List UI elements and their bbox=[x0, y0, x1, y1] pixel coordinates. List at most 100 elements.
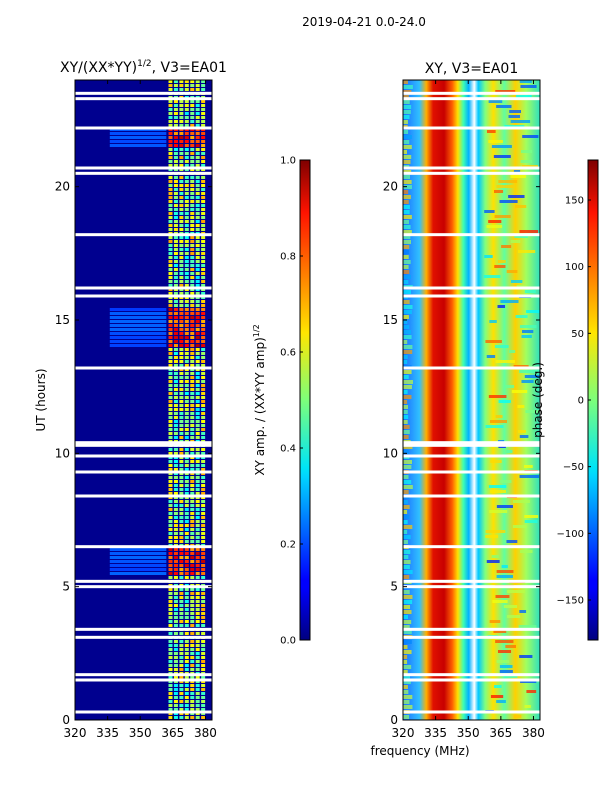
amplitude-cell bbox=[173, 144, 178, 147]
amplitude-cell bbox=[173, 256, 178, 259]
amplitude-cell bbox=[179, 532, 184, 535]
amplitude-cell bbox=[179, 620, 184, 623]
phase-xlabel: frequency (MHz) bbox=[370, 744, 469, 758]
amplitude-cell bbox=[201, 364, 206, 367]
amplitude-cell bbox=[190, 560, 195, 563]
amplitude-cell bbox=[184, 504, 189, 507]
amplitude-cell bbox=[190, 340, 195, 343]
amplitude-cell bbox=[173, 124, 178, 127]
phase-cell bbox=[505, 645, 516, 648]
amplitude-cell bbox=[179, 136, 184, 139]
amplitude-xtick-label: 380 bbox=[194, 726, 217, 740]
phase-cell bbox=[403, 180, 412, 184]
amplitude-cell bbox=[201, 352, 206, 355]
amplitude-cell bbox=[168, 348, 173, 351]
amplitude-cell bbox=[195, 360, 200, 363]
phase-cell bbox=[403, 115, 410, 119]
amplitude-cell bbox=[201, 568, 206, 571]
amplitude-cell bbox=[195, 708, 200, 711]
phase-colorbar-tick-label: 150 bbox=[565, 196, 584, 207]
amplitude-cell bbox=[173, 372, 178, 375]
amplitude-cell bbox=[201, 284, 206, 287]
flagged-row bbox=[403, 126, 540, 130]
amplitude-cell bbox=[201, 132, 206, 135]
amplitude-cell bbox=[195, 528, 200, 531]
amplitude-cell bbox=[184, 348, 189, 351]
phase-cell bbox=[494, 215, 511, 218]
amplitude-cell bbox=[201, 708, 206, 711]
amplitude-cell bbox=[201, 84, 206, 87]
amplitude-cell bbox=[173, 400, 178, 403]
amplitude-cell bbox=[109, 556, 167, 559]
amplitude-cell bbox=[168, 404, 173, 407]
amplitude-cell bbox=[195, 260, 200, 263]
amplitude-cell bbox=[190, 236, 195, 239]
amplitude-cell bbox=[184, 520, 189, 523]
amplitude-cell bbox=[168, 304, 173, 307]
amplitude-cell bbox=[201, 308, 206, 311]
amplitude-cell bbox=[201, 328, 206, 331]
phase-cell bbox=[518, 625, 537, 628]
amplitude-cell bbox=[179, 160, 184, 163]
phase-cell bbox=[403, 615, 409, 619]
amplitude-cell bbox=[201, 548, 206, 551]
amplitude-cell bbox=[190, 568, 195, 571]
amplitude-cell bbox=[201, 228, 206, 231]
amplitude-cell bbox=[179, 412, 184, 415]
amplitude-cell bbox=[168, 608, 173, 611]
amplitude-cell bbox=[195, 664, 200, 667]
amplitude-cell bbox=[201, 204, 206, 207]
amplitude-cell bbox=[195, 508, 200, 511]
amplitude-cell bbox=[195, 196, 200, 199]
phase-cell bbox=[497, 650, 512, 653]
amplitude-cell bbox=[195, 348, 200, 351]
amplitude-cell bbox=[168, 268, 173, 271]
amplitude-cell bbox=[168, 716, 173, 719]
amplitude-cell bbox=[201, 648, 206, 651]
phase-cell bbox=[403, 150, 408, 154]
amplitude-cell bbox=[168, 424, 173, 427]
amplitude-cell bbox=[179, 548, 184, 551]
amplitude-cell bbox=[168, 372, 173, 375]
amplitude-cell bbox=[195, 152, 200, 155]
amplitude-cell bbox=[195, 276, 200, 279]
phase-cell bbox=[403, 625, 410, 629]
flagged-row bbox=[403, 366, 540, 370]
amplitude-cell bbox=[195, 332, 200, 335]
amplitude-cell bbox=[179, 708, 184, 711]
amplitude-cell bbox=[168, 196, 173, 199]
amplitude-cell bbox=[173, 340, 178, 343]
amplitude-cell bbox=[173, 596, 178, 599]
amplitude-cell bbox=[201, 420, 206, 423]
phase-xtick-label: 350 bbox=[457, 726, 480, 740]
amplitude-cell bbox=[201, 188, 206, 191]
amplitude-cell bbox=[184, 588, 189, 591]
amplitude-cell bbox=[201, 520, 206, 523]
amplitude-cell bbox=[190, 372, 195, 375]
amplitude-cell bbox=[179, 608, 184, 611]
phase-cell bbox=[403, 380, 413, 384]
phase-cell bbox=[524, 705, 531, 708]
amplitude-cell bbox=[184, 80, 189, 83]
amplitude-cell bbox=[109, 324, 167, 327]
amplitude-cell bbox=[173, 520, 178, 523]
amplitude-cell bbox=[168, 448, 173, 451]
amplitude-cell bbox=[179, 124, 184, 127]
amplitude-cell bbox=[168, 384, 173, 387]
amplitude-cell bbox=[179, 344, 184, 347]
amplitude-cell bbox=[109, 320, 167, 323]
phase-cell bbox=[403, 645, 408, 649]
amplitude-cell bbox=[184, 488, 189, 491]
amplitude-cell bbox=[195, 484, 200, 487]
amplitude-cell bbox=[201, 104, 206, 107]
amplitude-cell bbox=[201, 252, 206, 255]
amplitude-cell bbox=[179, 480, 184, 483]
amplitude-cell bbox=[184, 448, 189, 451]
amplitude-cell bbox=[195, 100, 200, 103]
phase-cell bbox=[489, 510, 508, 513]
amplitude-cell bbox=[190, 268, 195, 271]
amplitude-cell bbox=[168, 212, 173, 215]
amplitude-cell bbox=[201, 688, 206, 691]
phase-cell bbox=[403, 200, 409, 204]
amplitude-cell bbox=[168, 240, 173, 243]
